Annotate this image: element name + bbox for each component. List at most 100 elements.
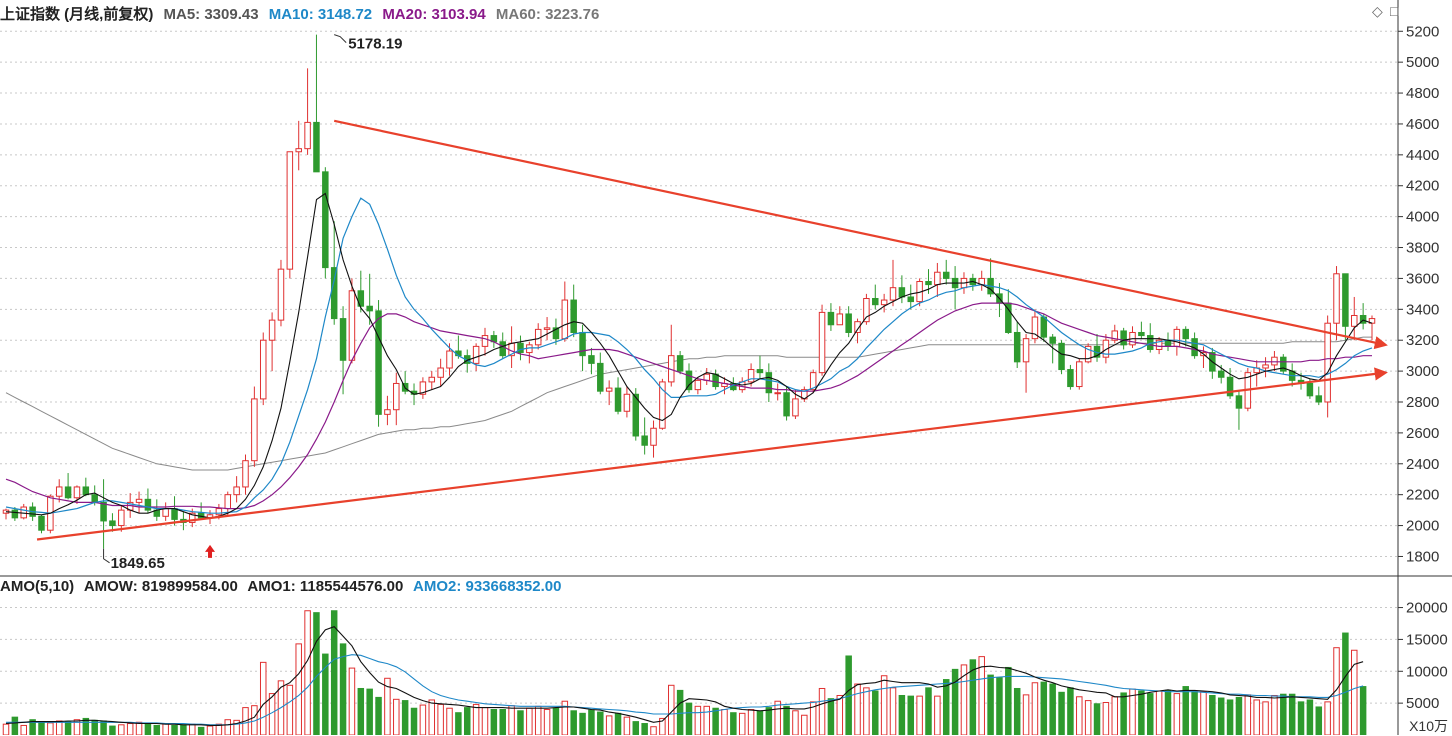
volume-bar[interactable] [951, 668, 959, 735]
volume-bar[interactable] [969, 659, 977, 735]
volume-bar[interactable] [446, 707, 453, 735]
volume-bar[interactable] [996, 677, 1003, 735]
volume-bar[interactable] [472, 703, 480, 735]
volume-bar[interactable] [375, 696, 382, 735]
volume-bar[interactable] [286, 684, 294, 735]
volume-bar[interactable] [836, 694, 844, 735]
volume-bar[interactable] [55, 720, 63, 735]
candle[interactable] [38, 514, 45, 534]
candle[interactable] [1120, 327, 1127, 350]
candle[interactable] [135, 491, 143, 514]
candle[interactable] [499, 332, 506, 359]
volume-bar[interactable] [1217, 697, 1225, 735]
volume-bar[interactable] [1253, 699, 1260, 735]
candle[interactable] [259, 332, 267, 406]
volume-bar[interactable] [1102, 702, 1110, 735]
candle[interactable] [64, 473, 72, 500]
volume-bar[interactable] [1138, 690, 1145, 735]
volume-bar[interactable] [1164, 689, 1172, 735]
volume-bar[interactable] [2, 723, 10, 735]
candle[interactable] [437, 358, 444, 387]
candle[interactable] [304, 68, 311, 155]
candle[interactable] [109, 513, 116, 532]
volume-bar[interactable] [756, 710, 764, 735]
volume-bar[interactable] [738, 712, 746, 735]
volume-bar[interactable] [552, 707, 560, 735]
candle[interactable] [393, 372, 400, 426]
volume-bar[interactable] [579, 712, 586, 735]
volume-bar[interactable] [730, 712, 737, 735]
volume-bar[interactable] [268, 693, 276, 735]
candle[interactable] [561, 281, 569, 342]
volume-bar[interactable] [1013, 687, 1021, 735]
volume-bar[interactable] [100, 720, 107, 735]
candle[interactable] [419, 377, 427, 399]
volume-bar[interactable] [925, 687, 932, 735]
volume-bar[interactable] [1049, 683, 1056, 735]
volume-bar[interactable] [1306, 699, 1314, 735]
candle[interactable] [703, 368, 710, 386]
volume-bar[interactable] [339, 643, 347, 735]
candle[interactable] [1359, 303, 1367, 330]
candle[interactable] [2, 508, 10, 520]
candle[interactable] [942, 259, 950, 285]
candle[interactable] [845, 306, 852, 338]
volume-bar[interactable] [588, 709, 595, 735]
candle[interactable] [1280, 354, 1287, 375]
candle[interactable] [286, 151, 294, 279]
volume-bar[interactable] [703, 705, 710, 735]
volume-bar[interactable] [393, 698, 400, 735]
candle[interactable] [854, 318, 861, 344]
volume-bar[interactable] [1262, 701, 1269, 735]
volume-bar[interactable] [721, 709, 728, 735]
volume-bar[interactable] [481, 707, 489, 735]
candle[interactable] [570, 284, 577, 338]
volume-bar[interactable] [1315, 706, 1323, 735]
candle[interactable] [1111, 324, 1119, 344]
candle[interactable] [366, 273, 373, 325]
candle[interactable] [1333, 266, 1340, 341]
volume-bar[interactable] [641, 723, 648, 735]
volume-bar[interactable] [561, 700, 569, 735]
candle[interactable] [118, 505, 125, 532]
volume-bar[interactable] [1093, 703, 1101, 735]
volume-bar[interactable] [774, 700, 781, 735]
volume-bar[interactable] [1146, 693, 1154, 735]
volume-bar[interactable] [437, 703, 444, 735]
candle[interactable] [357, 270, 365, 313]
volume-bar[interactable] [570, 710, 577, 735]
volume-bar[interactable] [304, 610, 311, 735]
diamond-icon[interactable]: ◇ [1372, 3, 1383, 19]
candle[interactable] [951, 266, 959, 310]
candle[interactable] [481, 327, 489, 356]
volume-bar[interactable] [197, 726, 205, 735]
candle[interactable] [1324, 315, 1331, 418]
volume-bar[interactable] [357, 687, 365, 735]
candle[interactable] [517, 335, 524, 361]
candle[interactable] [144, 488, 152, 514]
volume-layer[interactable] [2, 610, 1367, 735]
volume-bar[interactable] [38, 722, 45, 735]
volume-bar[interactable] [889, 687, 897, 735]
candle[interactable] [268, 312, 276, 372]
candle[interactable] [508, 326, 515, 369]
volume-bar[interactable] [162, 723, 169, 735]
candle[interactable] [1084, 343, 1092, 364]
volume-bar[interactable] [747, 709, 755, 735]
volume-bar[interactable] [783, 705, 790, 735]
volume-bar[interactable] [978, 656, 985, 735]
volume-bar[interactable] [907, 695, 915, 735]
volume-bar[interactable] [1351, 649, 1358, 735]
volume-bar[interactable] [126, 723, 134, 735]
candle[interactable] [313, 34, 320, 173]
volume-bar[interactable] [419, 704, 427, 735]
candle[interactable] [765, 363, 773, 402]
volume-bar[interactable] [384, 677, 391, 735]
volume-bar[interactable] [508, 705, 515, 735]
volume-bar[interactable] [295, 643, 302, 735]
volume-bar[interactable] [206, 725, 214, 735]
candle[interactable] [650, 420, 657, 458]
candle[interactable] [55, 479, 63, 503]
candle[interactable] [1022, 334, 1030, 393]
candle[interactable] [872, 284, 879, 310]
